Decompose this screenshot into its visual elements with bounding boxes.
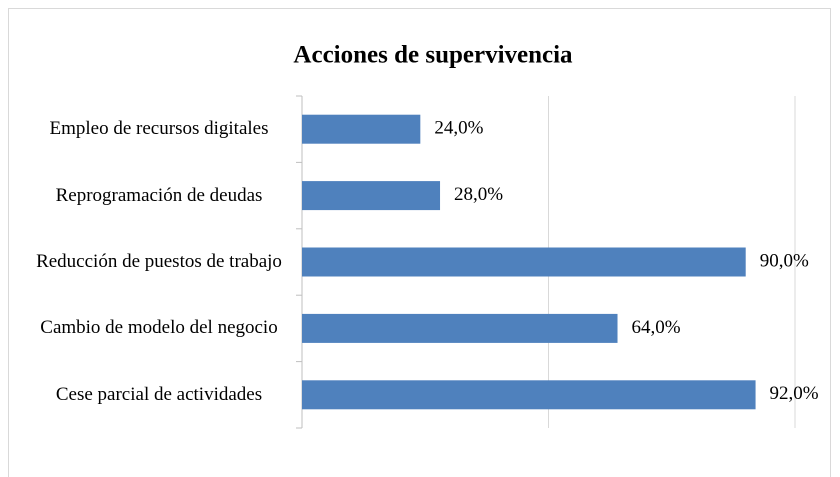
data-label: 64,0% xyxy=(632,317,681,338)
y-tick-label: Cambio de modelo del negocio xyxy=(40,317,278,339)
y-tick-label: Reducción de puestos de trabajo xyxy=(36,251,282,272)
y-tick-label: Empleo de recursos digitales xyxy=(49,118,269,140)
data-label: 28,0% xyxy=(454,184,503,205)
chart-title: Acciones de supervivencia xyxy=(293,42,573,69)
bar xyxy=(302,313,618,343)
bar xyxy=(302,181,441,211)
y-tick-label: Cese parcial de actividades xyxy=(55,383,263,405)
data-label: 24,0% xyxy=(434,118,483,139)
y-tick-label: Reprogramación de deudas xyxy=(55,184,263,206)
bar xyxy=(302,380,756,410)
chart-border xyxy=(8,8,831,477)
bar xyxy=(302,247,746,277)
data-label: 92,0% xyxy=(770,383,819,404)
bar xyxy=(302,114,421,144)
data-label: 90,0% xyxy=(760,250,809,271)
